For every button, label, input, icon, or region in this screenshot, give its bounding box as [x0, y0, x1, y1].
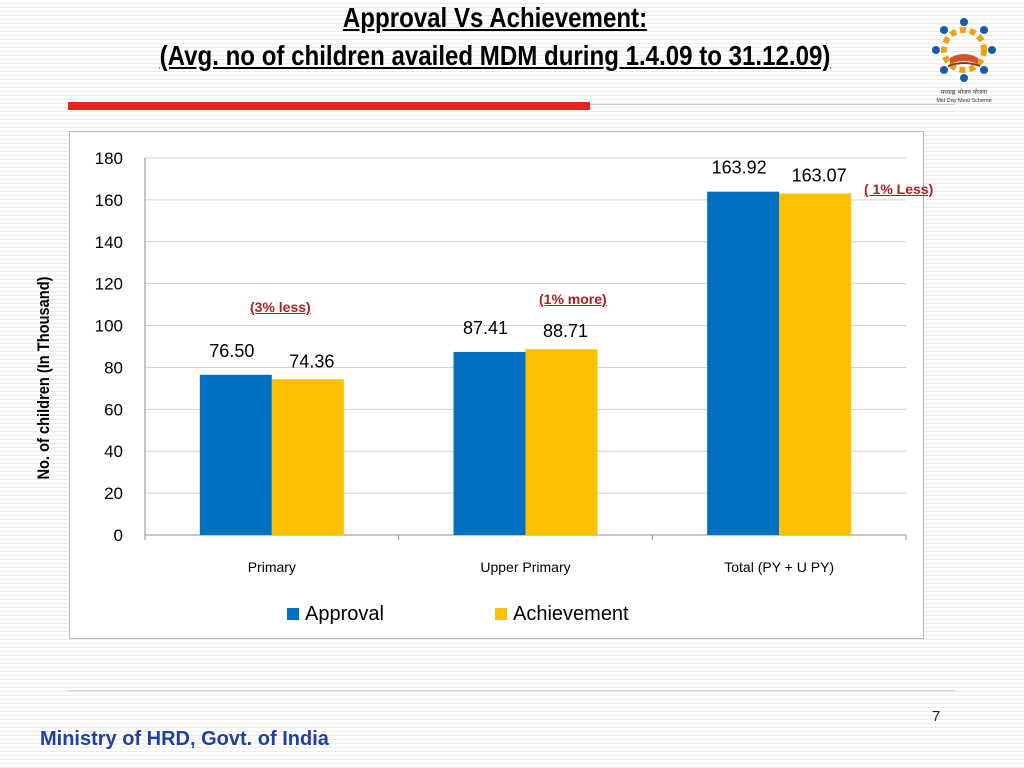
- footer-text: Ministry of HRD, Govt. of India: [40, 728, 329, 750]
- bar-achievement: [525, 349, 598, 535]
- legend-swatch-approval: [287, 608, 299, 620]
- slide-title-line2: (Avg. no of children availed MDM during …: [159, 40, 831, 71]
- footer-rule: [68, 690, 955, 691]
- x-tick-label: Primary: [248, 559, 296, 575]
- x-tick-label: Upper Primary: [480, 559, 570, 575]
- data-label: 163.07: [792, 165, 847, 185]
- mdm-logo: मध्याह्न भोजन योजना Mid Day Meal Scheme: [928, 14, 1000, 106]
- logo-english-text: Mid Day Meal Scheme: [936, 98, 991, 104]
- bar-achievement: [271, 379, 344, 535]
- data-label: 74.36: [289, 351, 334, 371]
- logo-hindi-text: मध्याह्न भोजन योजना: [941, 88, 988, 96]
- header-rule: [590, 104, 955, 105]
- annotation-primary: (3% less): [250, 299, 311, 315]
- data-label: 88.71: [543, 321, 588, 341]
- legend-label-approval: Approval: [305, 603, 384, 625]
- data-label: 87.41: [463, 318, 508, 338]
- data-label: 76.50: [209, 341, 254, 361]
- bar-approval: [199, 374, 272, 535]
- y-tick-label: 140: [95, 233, 123, 252]
- y-tick-label: 40: [104, 442, 123, 461]
- legend-swatch-achievement: [495, 608, 507, 620]
- y-tick-label: 100: [95, 317, 123, 336]
- y-tick-label: 0: [114, 526, 123, 545]
- annotation-total: ( 1% Less): [864, 181, 934, 197]
- annotation-upper-primary: (1% more): [539, 291, 607, 307]
- mdm-logo-icon: मध्याह्न भोजन योजना Mid Day Meal Scheme: [932, 18, 996, 104]
- bar-achievement: [779, 193, 852, 536]
- y-tick-label: 180: [95, 149, 123, 168]
- y-tick-label: 20: [104, 484, 123, 503]
- data-label: 163.92: [712, 158, 767, 178]
- y-tick-label: 120: [95, 275, 123, 294]
- y-tick-label: 60: [104, 400, 123, 419]
- legend-label-achievement: Achievement: [513, 603, 629, 625]
- bar-approval: [707, 191, 780, 536]
- y-axis-label-text: No. of children (In Thousand): [34, 276, 53, 480]
- slide-title-line1: Approval Vs Achievement:: [342, 2, 648, 33]
- bar-approval: [453, 351, 526, 535]
- y-tick-label: 160: [95, 191, 123, 210]
- page-number: 7: [932, 708, 941, 725]
- x-tick-label: Total (PY + U PY): [724, 559, 834, 575]
- accent-bar: [68, 102, 590, 110]
- y-tick-label: 80: [104, 358, 123, 377]
